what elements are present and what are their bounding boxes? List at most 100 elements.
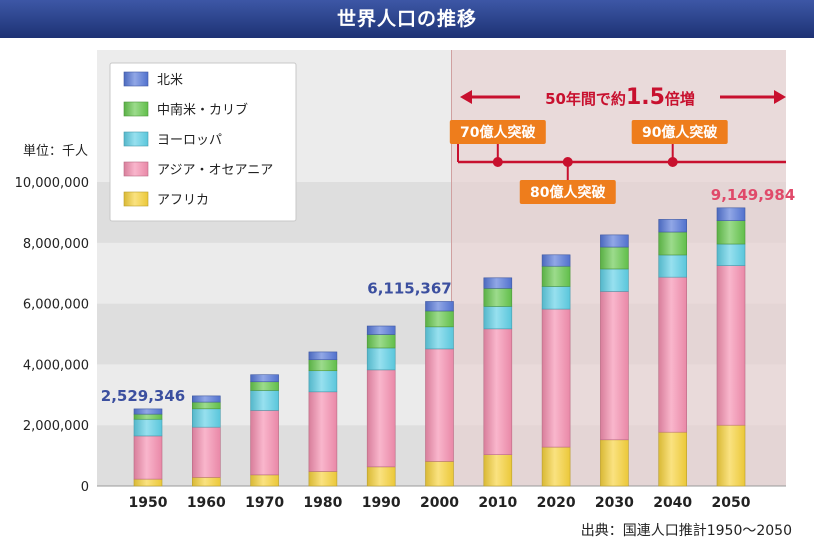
- bar-segment-2010-4: [483, 277, 513, 289]
- bar-segment-1990-3: [366, 334, 396, 349]
- total-label: 2,529,346: [101, 387, 185, 405]
- x-tick-label: 2020: [537, 495, 576, 511]
- bar-segment-1970-2: [250, 390, 279, 411]
- bar-segment-1960-0: [192, 477, 221, 487]
- bar-segment-2020-1: [541, 308, 571, 448]
- bar-segment-2010-3: [483, 288, 513, 307]
- y-tick-label: 0: [81, 480, 89, 495]
- range-label: 50年間で約1.5倍増: [545, 85, 695, 110]
- legend-label: ヨーロッパ: [157, 133, 222, 148]
- bar-segment-1990-2: [366, 347, 396, 371]
- bar-segment-2040-1: [658, 276, 688, 433]
- header-bar: 世界人口の推移: [0, 0, 814, 38]
- x-tick-label: 2000: [420, 495, 459, 511]
- y-tick-label: 10,000,000: [15, 176, 89, 191]
- bar-segment-2050-1: [716, 265, 746, 426]
- milestone-badge: [519, 180, 616, 204]
- milestone-label: 70億人突破: [460, 124, 535, 141]
- milestone-label: 80億人突破: [530, 184, 605, 201]
- range-arrowhead-left: [460, 90, 472, 104]
- bar-segment-1980-0: [308, 471, 338, 487]
- bar-segment-1980-4: [308, 351, 338, 361]
- bar-segment-2050-4: [716, 207, 746, 221]
- legend-swatch: [123, 191, 149, 207]
- bar-segment-2050-2: [716, 243, 746, 266]
- bar-segment-1980-2: [308, 370, 338, 393]
- bar-segment-1980-3: [308, 359, 338, 372]
- bar-segment-2040-4: [658, 219, 688, 233]
- legend-swatch: [123, 101, 149, 117]
- bar-segment-1960-3: [192, 401, 221, 410]
- x-tick-label: 2010: [478, 495, 517, 511]
- legend-swatch: [123, 161, 149, 177]
- milestone-dot: [667, 157, 678, 167]
- bar-segment-1950-4: [133, 408, 163, 415]
- bar-segment-2030-3: [600, 246, 629, 270]
- bar-segment-1990-4: [366, 325, 396, 335]
- page-title: 世界人口の推移: [336, 8, 477, 30]
- bar-segment-2040-2: [658, 254, 688, 278]
- x-tick-label: 1990: [362, 495, 401, 511]
- bar-segment-2000-1: [425, 348, 454, 462]
- bar-segment-2010-0: [483, 454, 513, 487]
- bar-segment-1950-2: [133, 418, 163, 437]
- bar-segment-2000-0: [425, 461, 454, 487]
- y-tick-label: 2,000,000: [23, 419, 89, 434]
- bar-segment-2020-2: [541, 286, 571, 310]
- milestone-badge: [631, 120, 728, 144]
- y-tick-label: 4,000,000: [23, 358, 89, 373]
- milestone-badge: [449, 120, 546, 144]
- bar-segment-2020-0: [541, 446, 571, 487]
- bar-segment-2010-2: [483, 306, 513, 330]
- bar-segment-2030-4: [600, 234, 629, 248]
- legend-label: 中南米・カリブ: [157, 102, 248, 118]
- legend-swatch: [123, 71, 149, 87]
- bar-segment-2000-2: [425, 326, 454, 350]
- source-note: 出典：国連人口推計1950〜2050: [580, 523, 792, 539]
- range-arrowhead-right: [774, 90, 786, 104]
- bar-segment-1970-0: [250, 474, 279, 487]
- x-tick-label: 1980: [303, 495, 342, 511]
- x-tick-label: 1970: [245, 495, 284, 511]
- bar-segment-2000-3: [425, 310, 454, 328]
- bar-segment-2030-1: [600, 291, 629, 441]
- bar-segment-1980-1: [308, 391, 338, 472]
- bar-segment-1990-1: [366, 369, 396, 468]
- y-tick-label: 8,000,000: [23, 237, 89, 252]
- x-tick-label: 2040: [653, 495, 692, 511]
- bar-segment-2050-0: [716, 424, 746, 487]
- bar-segment-2020-3: [541, 265, 571, 287]
- legend-label: アジア・オセアニア: [157, 163, 273, 178]
- bar-segment-1990-0: [366, 466, 396, 487]
- bar-segment-1960-4: [192, 395, 221, 403]
- x-tick-label: 2050: [712, 495, 751, 511]
- bar-segment-2040-3: [658, 231, 688, 256]
- x-tick-label: 1960: [187, 495, 226, 511]
- total-label: 6,115,367: [367, 279, 451, 297]
- bar-segment-2050-3: [716, 220, 746, 245]
- bar-segment-1970-3: [250, 381, 279, 391]
- population-chart: 0 2,000,000 4,000,000 6,000,000 8,000,000 10,…: [15, 50, 795, 511]
- x-tick-label: 2030: [595, 495, 634, 511]
- unit-label: 単位：千人: [23, 143, 88, 159]
- bar-segment-1950-1: [133, 435, 163, 480]
- legend-box: [109, 62, 297, 222]
- legend-label: アフリカ: [157, 193, 209, 208]
- total-label: 9,149,984: [711, 186, 795, 204]
- bar-segment-1950-3: [133, 413, 163, 420]
- bar-segment-1960-1: [192, 426, 221, 478]
- milestone-label: 90億人突破: [642, 124, 717, 141]
- bar-segment-2010-1: [483, 328, 513, 455]
- legend-swatch: [123, 131, 149, 147]
- x-tick-label: 1950: [129, 495, 168, 511]
- bar-segment-1950-0: [133, 478, 163, 487]
- legend-label: 北米: [157, 73, 183, 88]
- bar-segment-2030-0: [600, 439, 629, 487]
- milestone-dot: [562, 157, 573, 167]
- bar-segment-1970-1: [250, 410, 279, 476]
- bar-segment-2020-4: [541, 254, 571, 267]
- y-tick-label: 6,000,000: [23, 298, 89, 313]
- bar-segment-1970-4: [250, 374, 279, 383]
- milestone-dot: [492, 157, 503, 167]
- bar-segment-1960-2: [192, 408, 221, 428]
